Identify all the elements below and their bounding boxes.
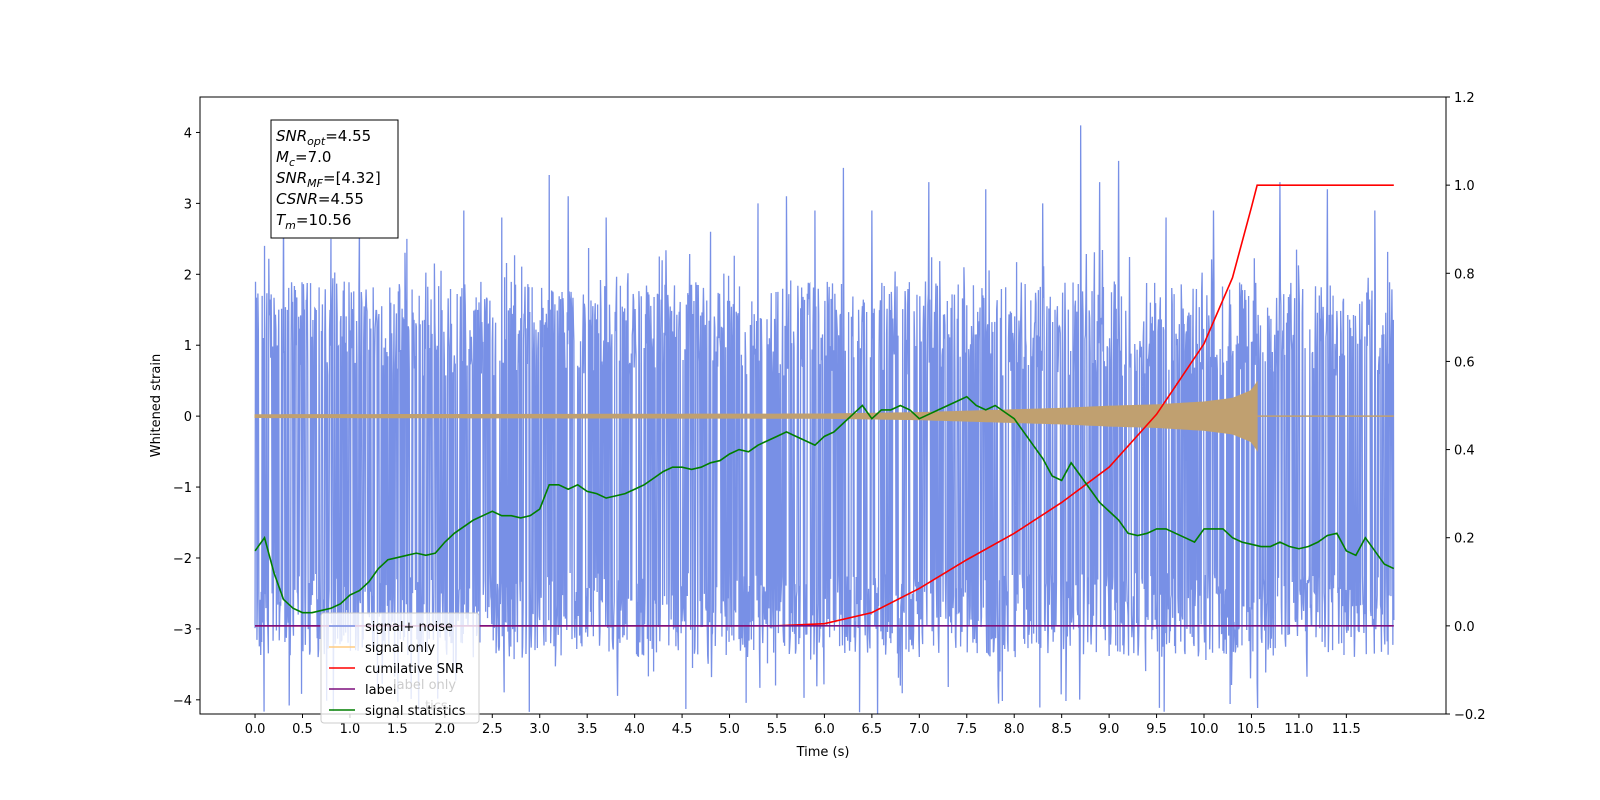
x-tick-label: 9.0 — [1099, 722, 1120, 737]
y-right-tick-label: 0.2 — [1454, 532, 1475, 547]
y-tick-label: −3 — [173, 623, 192, 638]
x-tick-label: 9.5 — [1146, 722, 1167, 737]
x-tick-label: 3.5 — [577, 722, 598, 737]
y-tick-label: 3 — [184, 197, 192, 212]
series-signal-statistics — [254, 395, 1395, 614]
y-axis-label: Whitened strain — [149, 354, 164, 457]
x-axis-label: Time (s) — [796, 745, 850, 760]
y-tick-label: 4 — [184, 126, 192, 141]
info-line: Mc=7.0 — [276, 148, 331, 169]
x-tick-label: 2.5 — [482, 722, 503, 737]
y-tick-label: 0 — [184, 410, 192, 425]
legend-frame — [320, 612, 480, 724]
x-tick-label: 7.5 — [956, 722, 977, 737]
x-tick-label: 5.0 — [719, 722, 740, 737]
x-tick-label: 10.5 — [1237, 722, 1266, 737]
legend-entry: signal+ noise — [365, 620, 453, 635]
x-tick-label: 6.0 — [814, 722, 835, 737]
y-right-tick-label: 0.8 — [1454, 267, 1475, 282]
x-tick-label: 1.0 — [340, 722, 361, 737]
x-tick-label: 11.0 — [1284, 722, 1313, 737]
x-tick-label: 2.0 — [434, 722, 455, 737]
x-tick-label: 5.5 — [767, 722, 788, 737]
x-tick-label: 0.0 — [245, 722, 266, 737]
y-tick-label: −4 — [173, 694, 192, 709]
x-tick-label: 4.0 — [624, 722, 645, 737]
x-tick-label: 10.0 — [1190, 722, 1219, 737]
y-right-tick-label: 1.0 — [1454, 179, 1475, 194]
x-tick-label: 8.0 — [1004, 722, 1025, 737]
x-tick-label: 7.0 — [909, 722, 930, 737]
x-tick-label: 1.5 — [387, 722, 408, 737]
legend-entry: signal statistics — [365, 704, 466, 719]
y-right-tick-label: 0.0 — [1454, 620, 1475, 635]
y-axis-ticks: 4 3 2 1 0 −1 −2 −3 −4 — [173, 126, 200, 709]
x-axis-ticks: 0.0 0.5 1.0 1.5 2.0 2.5 3.0 3.5 4.0 4.5 5.0 5.5 6.0 6… — [245, 714, 1361, 737]
y-tick-label: 2 — [184, 268, 192, 283]
info-line: Tm=10.56 — [276, 211, 351, 232]
y-tick-label: −2 — [173, 552, 192, 567]
info-box-frame — [270, 119, 399, 239]
info-line: SNRMF=[4.32] — [276, 169, 381, 190]
y-right-tick-label: 0.4 — [1454, 444, 1475, 459]
x-tick-label: 3.0 — [529, 722, 550, 737]
x-tick-label: 0.5 — [292, 722, 313, 737]
y-tick-label: −1 — [173, 481, 192, 496]
y-tick-label: 1 — [184, 339, 192, 354]
plot-frame — [199, 96, 1447, 715]
y-right-tick-label: 1.2 — [1454, 91, 1475, 106]
legend-hidden-text: tics — [425, 699, 448, 714]
y-right-tick-label: −0.2 — [1454, 708, 1486, 723]
info-line: CSNR=4.55 — [276, 190, 364, 208]
legend-entry: signal only — [365, 641, 435, 656]
legend-hidden-text: label only — [393, 678, 456, 693]
x-tick-label: 4.5 — [672, 722, 693, 737]
x-tick-label: 8.5 — [1051, 722, 1072, 737]
y-right-tick-label: 0.6 — [1454, 355, 1475, 370]
x-tick-label: 6.5 — [862, 722, 883, 737]
x-tick-label: 11.5 — [1332, 722, 1361, 737]
y-right-axis-ticks: 1.2 1.0 0.8 0.6 0.4 0.2 0.0 −0.2 — [1446, 91, 1486, 723]
legend-entry: cumilative SNR — [365, 662, 464, 677]
info-line: SNRopt=4.55 — [276, 127, 371, 148]
series-cumilative-snr — [255, 184, 1394, 627]
legend-entry: label — [365, 683, 396, 698]
